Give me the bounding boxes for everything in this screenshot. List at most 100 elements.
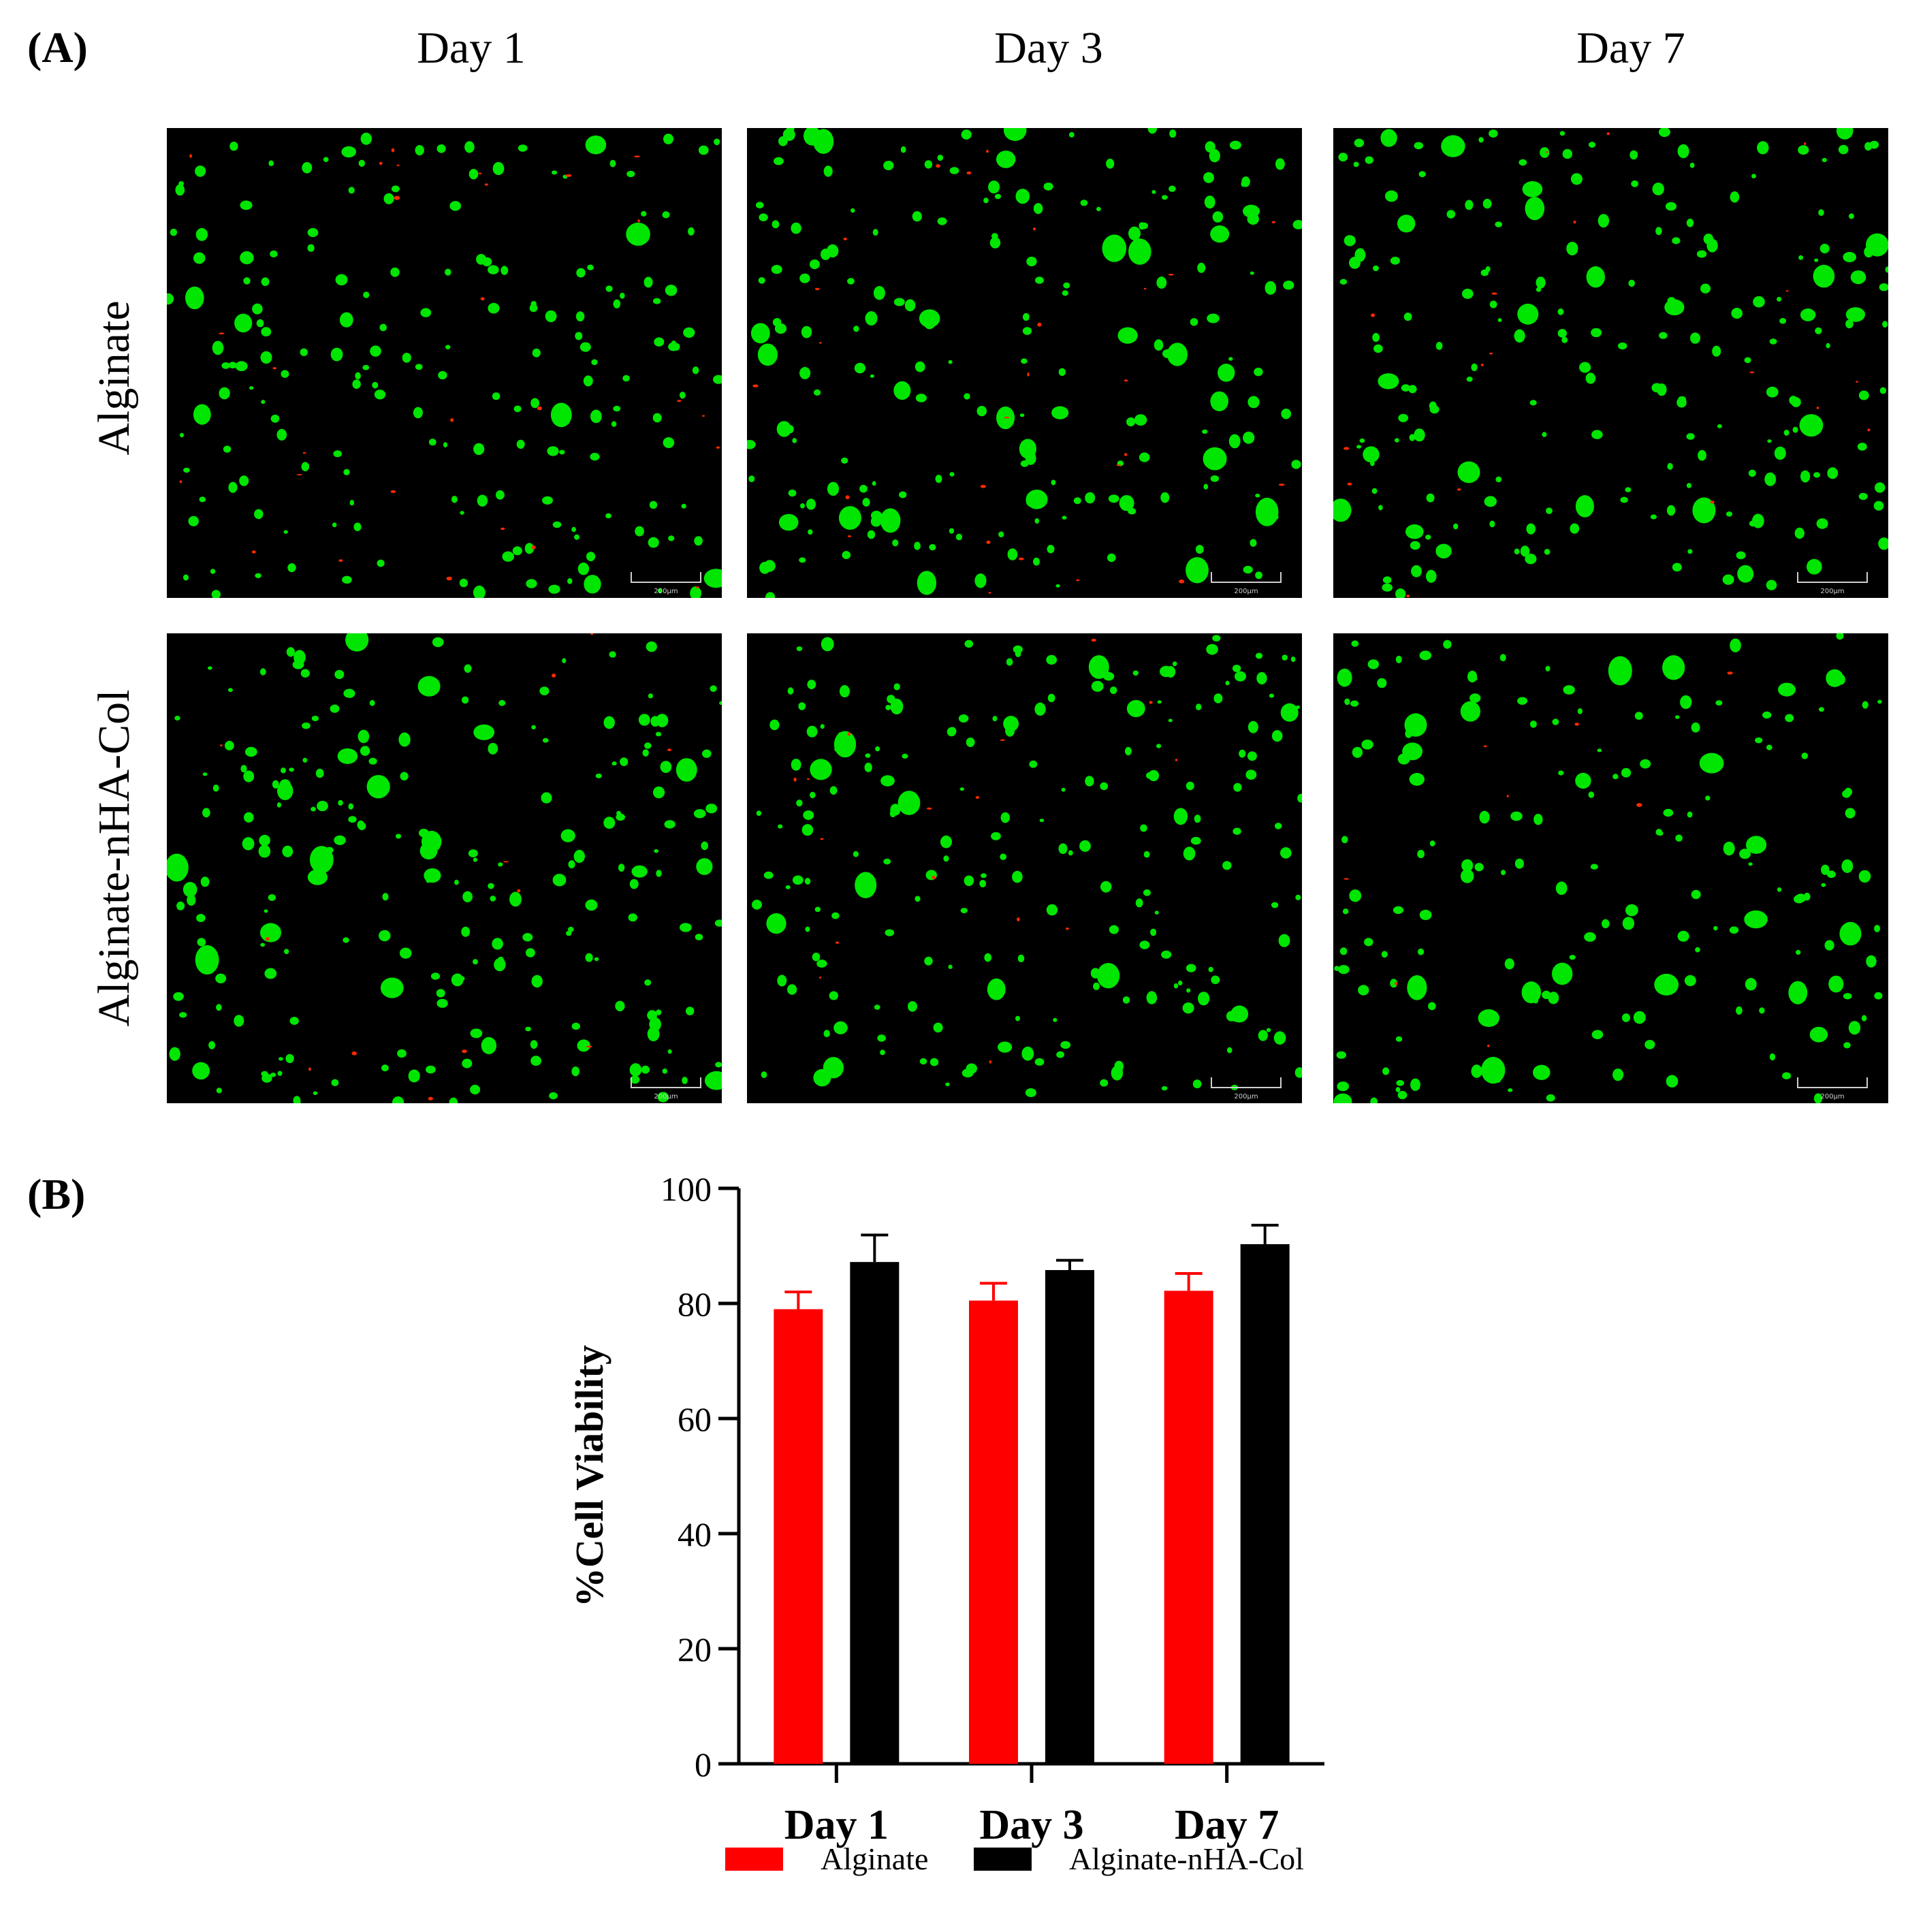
live-cell xyxy=(302,162,313,174)
live-cell xyxy=(1337,1081,1349,1092)
live-cell xyxy=(1577,708,1583,714)
live-cell xyxy=(996,151,1016,168)
live-cell xyxy=(1258,1030,1268,1041)
live-cell xyxy=(757,343,778,366)
live-cell xyxy=(958,714,969,723)
live-cell xyxy=(981,873,987,878)
live-cell xyxy=(464,664,472,673)
live-cell xyxy=(1495,476,1502,483)
live-cell xyxy=(552,170,558,175)
live-cell xyxy=(1466,710,1476,720)
dead-cell xyxy=(179,480,182,484)
live-cell xyxy=(799,273,810,283)
live-cell xyxy=(1093,982,1100,990)
live-cell xyxy=(644,742,652,749)
live-cell xyxy=(436,998,448,1008)
live-cell xyxy=(1850,270,1866,285)
live-cell xyxy=(649,501,658,509)
live-cell xyxy=(948,360,953,364)
live-cell xyxy=(850,208,855,213)
live-cell xyxy=(571,526,576,533)
live-cell xyxy=(656,870,662,877)
live-cell xyxy=(1591,328,1602,338)
live-cell xyxy=(337,748,358,764)
live-cell xyxy=(461,926,471,937)
live-cell xyxy=(1746,836,1767,854)
dead-cell xyxy=(1143,287,1147,290)
live-cell xyxy=(787,984,797,995)
live-cell xyxy=(1722,574,1734,585)
live-cell xyxy=(1858,492,1868,501)
live-cell xyxy=(1684,975,1696,987)
live-cell xyxy=(1620,496,1628,503)
live-cell xyxy=(1783,430,1790,436)
live-cell xyxy=(1546,1094,1555,1102)
live-cell xyxy=(1173,808,1188,825)
live-cell xyxy=(1292,220,1302,229)
live-cell xyxy=(590,452,600,461)
live-cell xyxy=(686,1007,695,1015)
live-cell xyxy=(522,933,533,942)
live-cell xyxy=(208,1041,216,1049)
live-cell xyxy=(255,573,261,578)
live-cell xyxy=(893,381,911,400)
scale-bar-label: 200μm xyxy=(654,588,678,595)
live-cell xyxy=(1114,1060,1124,1072)
live-cell xyxy=(1370,460,1375,466)
live-cell xyxy=(1058,843,1068,854)
dead-cell xyxy=(1124,453,1128,456)
live-cell xyxy=(1526,523,1536,535)
live-cell xyxy=(1124,746,1132,756)
live-cell xyxy=(307,244,315,252)
live-cell xyxy=(552,874,567,887)
live-cell xyxy=(270,414,280,423)
live-cell xyxy=(1139,222,1148,229)
live-cell xyxy=(470,1028,483,1039)
live-cell xyxy=(1570,173,1583,185)
live-cell xyxy=(984,953,991,962)
live-cell xyxy=(547,446,559,456)
live-cell xyxy=(924,160,933,169)
live-cell xyxy=(488,883,494,889)
live-cell xyxy=(979,880,987,887)
dead-cell xyxy=(752,384,759,387)
live-cell xyxy=(1827,467,1839,479)
live-cell xyxy=(1365,156,1373,164)
live-cell xyxy=(357,729,370,744)
live-cell xyxy=(915,361,925,373)
live-cell xyxy=(1481,1056,1506,1084)
live-cell xyxy=(1403,313,1412,321)
live-cell xyxy=(1691,889,1701,900)
live-cell xyxy=(1759,1007,1765,1014)
live-cell xyxy=(1108,494,1119,503)
live-cell xyxy=(1514,858,1524,869)
live-cell xyxy=(1666,1075,1679,1088)
live-cell xyxy=(202,772,208,776)
live-cell xyxy=(300,669,310,678)
live-cell xyxy=(1731,308,1743,319)
dead-cell xyxy=(1033,227,1036,231)
dead-cell xyxy=(338,559,343,563)
live-cell xyxy=(1060,1041,1071,1049)
live-cell xyxy=(766,913,786,934)
live-cell xyxy=(530,398,539,409)
dead-cell xyxy=(531,545,536,550)
live-cell xyxy=(473,724,495,740)
live-cell xyxy=(276,428,287,441)
live-cell xyxy=(873,286,885,300)
live-cell xyxy=(1662,655,1685,680)
live-cell xyxy=(1504,958,1514,970)
live-cell xyxy=(1484,496,1497,507)
dead-cell xyxy=(308,1067,311,1071)
live-cell xyxy=(1206,644,1218,655)
live-cell xyxy=(1877,699,1882,704)
live-cell xyxy=(1768,582,1773,586)
live-cell xyxy=(1591,1030,1604,1039)
live-cell xyxy=(1559,131,1565,136)
live-cell xyxy=(1618,342,1627,350)
live-cell xyxy=(1235,671,1246,682)
live-cell xyxy=(1885,266,1888,273)
live-cell xyxy=(568,860,575,869)
live-cell xyxy=(1233,782,1242,792)
live-cell xyxy=(698,145,709,155)
